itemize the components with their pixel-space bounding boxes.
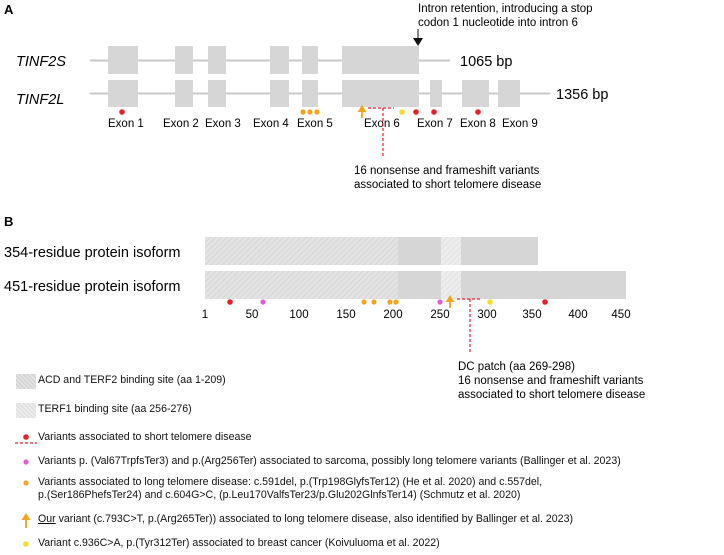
long-variant-markers-b <box>361 299 399 305</box>
tinf2l-exon-8 <box>462 80 489 107</box>
exon-label-4: Exon 4 <box>253 118 289 130</box>
legend-sarcoma-text: Variants p. (Val67TrpfsTer3) and p.(Arg2… <box>38 455 621 467</box>
dc-patch-note: DC patch (aa 269-298) 16 nonsense and fr… <box>458 361 647 401</box>
tinf2s-exon-6 <box>342 46 419 74</box>
sarcoma-variant-marker-b2 <box>437 299 443 305</box>
nonsense-note-a: 16 nonsense and frameshift variants asso… <box>354 165 543 191</box>
tinf2s-exon-5 <box>302 46 318 74</box>
tick-1: 1 <box>202 309 208 321</box>
exon-label-9: Exon 9 <box>502 118 538 130</box>
tinf2l-exon-7 <box>430 80 442 107</box>
protein-451-label: 451-residue protein isoform <box>4 279 181 295</box>
legend-terf1: TERF1 binding site (aa 256-276) <box>14 403 192 421</box>
exon-label-8: Exon 8 <box>460 118 496 130</box>
legend-short: Variants associated to short telomere di… <box>14 431 252 449</box>
short-variant-icon <box>15 434 37 444</box>
hatch-swatch-acd <box>16 374 36 389</box>
legend-long-text-1: Variants associated to long telomere dis… <box>38 476 543 488</box>
exon-label-1: Exon 1 <box>108 118 144 130</box>
tinf2l-label: TINF2L <box>16 92 64 108</box>
exon-label-3: Exon 3 <box>205 118 241 130</box>
tick-50: 50 <box>246 309 259 321</box>
sarcoma-variant-icon <box>23 459 29 465</box>
legend-long: Variants associated to long telomere dis… <box>14 476 542 502</box>
tinf2l-size: 1356 bp <box>556 87 608 103</box>
exon-label-7: Exon 7 <box>417 118 453 130</box>
protein-451-terf1-region <box>441 271 461 299</box>
tick-150: 150 <box>336 309 355 321</box>
tick-350: 350 <box>522 309 541 321</box>
exon-label-6: Exon 6 <box>364 118 400 130</box>
exon-label-5: Exon 5 <box>297 118 333 130</box>
tick-300: 300 <box>477 309 496 321</box>
legend-our: Our variant (c.793C>T, p.(Arg265Ter)) as… <box>14 513 573 531</box>
legend-sarcoma: Variants p. (Val67TrpfsTer3) and p.(Arg2… <box>14 455 621 473</box>
sarcoma-variant-marker-b1 <box>260 299 266 305</box>
exon-label-2: Exon 2 <box>163 118 199 130</box>
long-variant-marker <box>300 109 320 115</box>
tick-100: 100 <box>289 309 308 321</box>
panel-a-label: A <box>4 2 14 17</box>
our-variant-marker <box>357 105 367 118</box>
tinf2l-exon-6 <box>342 80 419 107</box>
legend-long-text-2: p.(Ser186PhefsTer24) and c.604G>C, (p.Le… <box>38 489 521 501</box>
tinf2l-exon-2 <box>175 80 193 107</box>
protein-354-terf1-region <box>441 237 461 265</box>
tick-200: 200 <box>383 309 402 321</box>
our-variant-icon <box>21 513 31 528</box>
legend-acd-text: ACD and TERF2 binding site (aa 1-209) <box>38 374 226 386</box>
tinf2s-exon-2 <box>175 46 193 74</box>
short-variant-marker-exon8 <box>475 109 481 115</box>
legend-breast-text: Variant c.936C>A, p.(Tyr312Ter) associat… <box>38 537 440 549</box>
breast-variant-marker-b <box>487 299 493 305</box>
legend-our-text: variant (c.793C>T, p.(Arg265Ter)) associ… <box>55 513 573 525</box>
tinf2s-label: TINF2S <box>16 54 66 70</box>
protein-354-acd-region <box>205 237 398 265</box>
short-variant-marker-exon7b <box>431 109 437 115</box>
tinf2s-exon-1 <box>108 46 138 74</box>
intron-arrow-head <box>413 38 423 46</box>
tinf2l-exon-4 <box>270 80 289 107</box>
legend-terf1-text: TERF1 binding site (aa 256-276) <box>38 403 192 415</box>
breast-variant-marker <box>399 109 405 115</box>
figure: A Intron retention, introducing a stop c… <box>4 2 647 401</box>
tick-400: 400 <box>568 309 587 321</box>
short-variant-marker-b2 <box>542 299 548 305</box>
tinf2s-exon-4 <box>270 46 289 74</box>
hatch-swatch-terf1 <box>16 403 36 418</box>
tinf2s-exon-3 <box>208 46 226 74</box>
legend-breast: Variant c.936C>A, p.(Tyr312Ter) associat… <box>14 537 440 555</box>
tinf2l-exon-1 <box>108 80 138 107</box>
panel-b-label: B <box>4 214 13 229</box>
residue-axis: 1 50 100 150 200 250 300 350 400 450 <box>202 309 631 321</box>
protein-451-acd-region <box>205 271 398 299</box>
short-variant-marker-b1 <box>227 299 233 305</box>
tinf2s-size: 1065 bp <box>460 54 512 70</box>
legend-our-prefix: Our <box>38 513 56 525</box>
tinf2l-exon-9 <box>498 80 520 107</box>
tick-450: 450 <box>611 309 630 321</box>
protein-354-label: 354-residue protein isoform <box>4 245 181 261</box>
intron-retention-note: Intron retention, introducing a stop cod… <box>418 3 596 29</box>
long-variant-icon <box>23 480 29 486</box>
our-variant-marker-b <box>445 295 455 308</box>
tick-250: 250 <box>430 309 449 321</box>
legend-short-text: Variants associated to short telomere di… <box>38 431 252 443</box>
exon-labels: Exon 1 Exon 2 Exon 3 Exon 4 Exon 5 Exon … <box>108 118 538 130</box>
legend-acd: ACD and TERF2 binding site (aa 1-209) <box>14 374 226 392</box>
tinf2l-exon-5 <box>302 80 318 107</box>
breast-variant-icon <box>23 541 29 547</box>
tinf2l-exon-3 <box>208 80 226 107</box>
short-variant-marker-exon7 <box>413 109 419 115</box>
short-variant-marker <box>119 109 125 115</box>
